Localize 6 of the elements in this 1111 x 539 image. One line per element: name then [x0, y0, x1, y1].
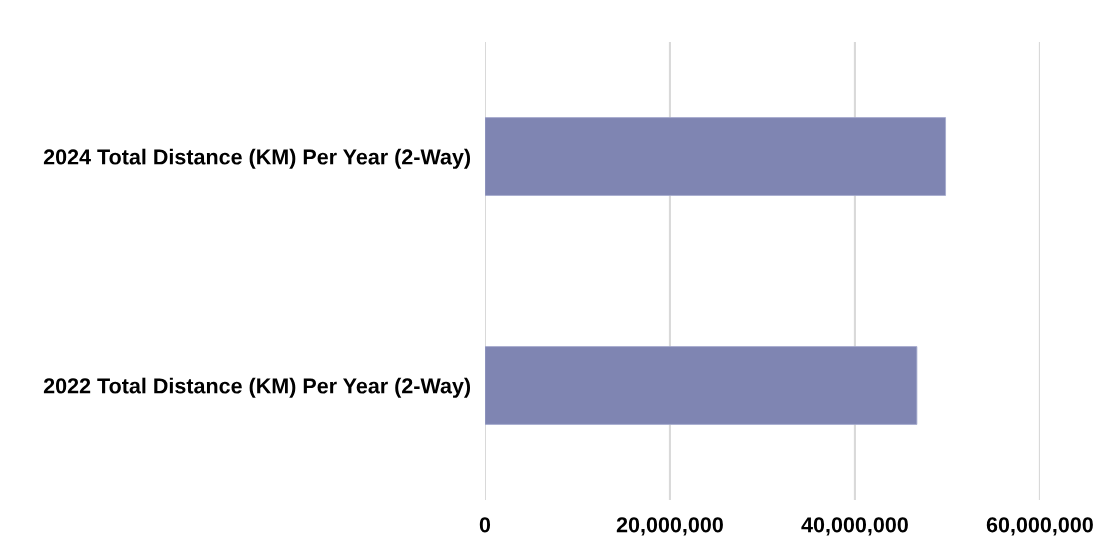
x-tick-label: 40,000,000 — [801, 517, 908, 536]
y-tick-label: 2024 Total Distance (KM) Per Year (2-Way) — [43, 148, 471, 169]
x-tick-label: 20,000,000 — [616, 517, 723, 536]
x-tick-label: 0 — [479, 517, 491, 533]
y-tick-label: 2022 Total Distance (KM) Per Year (2-Way) — [43, 377, 471, 398]
x-tick-label: 60,000,000 — [986, 517, 1093, 536]
